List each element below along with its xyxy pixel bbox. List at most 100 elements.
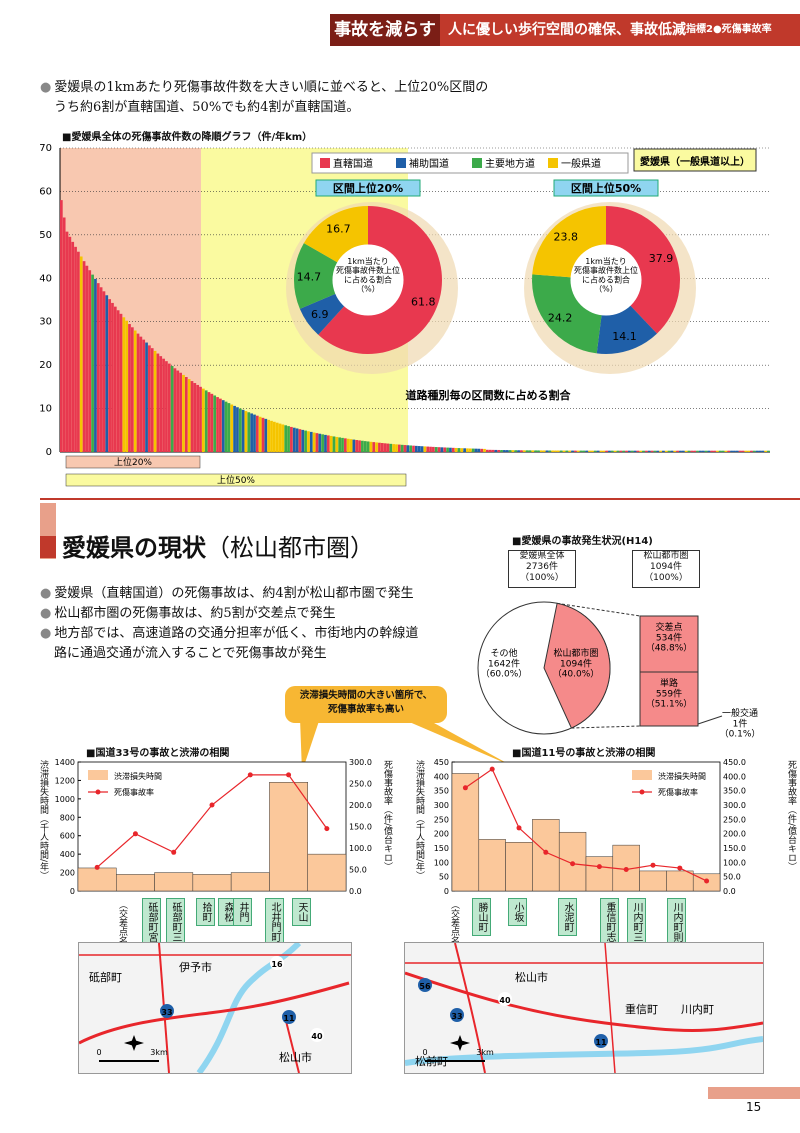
legend-line-point: [639, 789, 645, 795]
desc-bar: [261, 417, 265, 452]
desc-bar: [582, 450, 586, 452]
intersection-label: 北井門町: [265, 898, 284, 946]
desc-bar: [639, 450, 643, 452]
callout-bubble: 渋滞損失時間の大きい箇所で、 死傷事故率も高い: [285, 686, 447, 723]
desc-bar: [480, 448, 484, 452]
route-number: 33: [451, 1012, 462, 1021]
pie-value-label: 6.9: [311, 308, 329, 321]
desc-bar: [62, 217, 66, 452]
y-right-tick: 200.0: [349, 801, 372, 810]
desc-bar: [202, 388, 205, 452]
y-right-tick: 0.0: [723, 887, 736, 896]
congestion-bar: [269, 782, 308, 892]
pie-value-label: 37.9: [649, 252, 674, 265]
desc-bar: [238, 408, 242, 452]
desc-bar: [415, 445, 418, 452]
accident-rate-point: [570, 861, 576, 867]
desc-bar: [636, 450, 640, 452]
desc-bar: [434, 447, 438, 452]
congestion-bar: [77, 867, 117, 892]
desc-bar: [707, 450, 711, 452]
y-left-tick: 1400: [55, 758, 75, 767]
desc-bar: [213, 395, 217, 452]
desc-bar: [579, 450, 583, 452]
legend-line-label: 死傷事故率: [658, 787, 698, 797]
y-tick-label: 30: [39, 317, 52, 328]
desc-bar: [673, 450, 677, 452]
y-left-tick: 350: [434, 787, 449, 796]
desc-bar: [625, 450, 628, 452]
desc-bar: [68, 236, 72, 452]
pie-value-label: 24.2: [548, 311, 573, 324]
pie-center-label: 1km当たり死傷事故件数上位に占める割合（%）: [336, 256, 400, 294]
desc-bar: [335, 436, 339, 452]
desc-bar: [111, 302, 114, 452]
desc-bar: [142, 339, 146, 452]
desc-bar: [613, 450, 617, 452]
y-right-tick: 0.0: [349, 887, 362, 896]
desc-bar: [309, 431, 313, 452]
desc-bar: [605, 450, 608, 452]
desc-bar: [531, 450, 535, 452]
desc-bar: [704, 450, 708, 452]
desc-bar: [633, 450, 637, 452]
desc-chart-title: ■愛媛県全体の死傷事故件数の降順グラフ（件/年km）: [62, 132, 313, 143]
desc-bar: [420, 446, 424, 452]
desc-bar: [642, 450, 645, 452]
accident-rate-point: [623, 867, 629, 872]
desc-bar: [735, 450, 739, 452]
desc-bar: [318, 433, 322, 452]
route-shield: [310, 1028, 324, 1042]
y-tick-label: 70: [39, 143, 52, 154]
desc-bar: [312, 432, 316, 452]
desc-bar: [113, 306, 117, 452]
pie-center-label: 1km当たり死傷事故件数上位に占める割合（%）: [574, 256, 638, 294]
desc-bar: [653, 450, 657, 452]
acc-matsu-label: 松山都市圏 1094件（40.0%）: [553, 647, 600, 680]
desc-bar: [133, 330, 137, 452]
desc-bar: [622, 450, 626, 452]
desc-bar: [460, 448, 464, 452]
desc-bar: [102, 291, 106, 452]
desc-bar: [576, 450, 580, 452]
legend-swatch: [320, 158, 330, 168]
desc-bar: [284, 425, 288, 452]
accident-rate-point: [94, 864, 100, 870]
road: [405, 971, 763, 1032]
desc-bar: [443, 447, 447, 452]
desc-bar: [71, 241, 75, 452]
desc-bar: [488, 449, 492, 452]
desc-bar: [386, 443, 390, 452]
desc-bar: [539, 450, 543, 452]
desc-bar: [400, 444, 404, 452]
desc-bar: [659, 450, 662, 452]
desc-bar: [321, 434, 324, 452]
acc-pie-matsu: [543, 602, 611, 729]
desc-bar: [699, 450, 702, 452]
y-left-tick: 1000: [55, 795, 75, 804]
desc-bar: [662, 450, 665, 452]
desc-bar: [324, 434, 327, 452]
desc-bar: [528, 450, 532, 452]
desc-bar: [292, 427, 296, 452]
desc-bar: [167, 363, 171, 452]
r33-title: ■国道33号の事故と渋滞の相関: [86, 748, 230, 759]
pie-slice: [294, 243, 368, 309]
desc-bar: [693, 450, 697, 452]
desc-bar: [363, 441, 367, 452]
compass-icon: [450, 1035, 470, 1051]
desc-bar: [136, 333, 140, 452]
desc-bar: [738, 450, 742, 452]
desc-bar: [667, 450, 671, 452]
desc-bar: [409, 445, 413, 452]
desc-bar: [755, 450, 759, 452]
intersection-label: 水泥町: [558, 898, 577, 936]
desc-bar: [162, 358, 165, 452]
desc-bar: [724, 450, 728, 452]
pie-slice: [606, 206, 681, 334]
desc-bar: [483, 448, 486, 452]
congestion-bar: [585, 856, 614, 892]
desc-bar: [287, 426, 290, 452]
desc-bar: [173, 368, 177, 452]
